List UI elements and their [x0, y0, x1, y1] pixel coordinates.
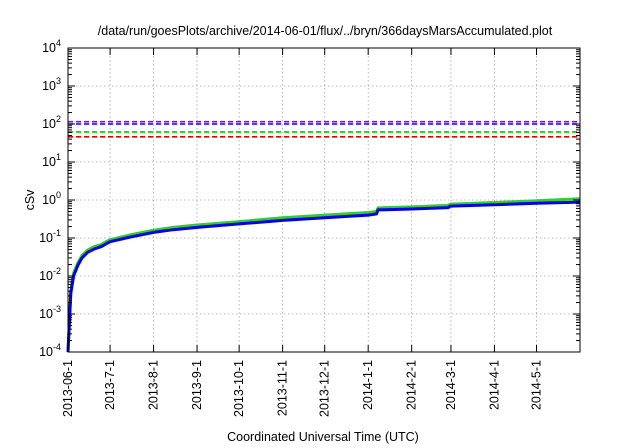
x-tick-label: 2013-8-1 — [147, 360, 161, 410]
x-tick-labels: 2013-06-1 2013-7-1 2013-8-1 2013-9-1 2013-10… — [61, 360, 544, 417]
x-axis-label: Coordinated Universal Time (UTC) — [227, 430, 419, 444]
x-tick-label: 2014-5-1 — [530, 360, 544, 410]
x-tick-label: 2014-3-1 — [444, 360, 458, 410]
x-tick-label: 2013-06-1 — [61, 360, 75, 417]
y-tick-labels: 10-4 10-3 10-2 10-1 100 101 102 103 104 — [39, 38, 61, 359]
y-tick-label: 104 — [42, 38, 61, 55]
y-axis-label: cSv — [23, 189, 37, 211]
y-tick-label: 100 — [42, 190, 61, 207]
x-tick-label: 2014-4-1 — [487, 360, 501, 410]
series-line — [66, 200, 581, 353]
x-tick-label: 2013-9-1 — [190, 360, 204, 410]
x-tick-label: 2013-12-1 — [318, 360, 332, 417]
x-tick-label: 2014-2-1 — [405, 360, 419, 410]
x-tick-label: 2013-10-1 — [232, 360, 246, 417]
reference-lines — [68, 120, 580, 138]
y-tick-label: 10-3 — [39, 304, 61, 321]
y-tick-label: 10-1 — [39, 228, 61, 245]
grid — [68, 48, 580, 352]
axis-ticks — [67, 47, 580, 353]
x-tick-label: 2013-7-1 — [103, 360, 117, 410]
x-tick-label: 2013-11-1 — [276, 360, 290, 416]
chart-title: /data/run/goesPlots/archive/2014-06-01/f… — [98, 24, 553, 38]
y-tick-label: 10-4 — [39, 342, 61, 359]
y-tick-label: 101 — [42, 152, 61, 169]
x-tick-label: 2014-1-1 — [361, 360, 375, 410]
series-lines — [66, 197, 581, 353]
series-line — [66, 197, 581, 353]
y-tick-label: 103 — [42, 76, 61, 93]
y-tick-label: 102 — [42, 114, 61, 131]
y-tick-label: 10-2 — [39, 266, 61, 283]
